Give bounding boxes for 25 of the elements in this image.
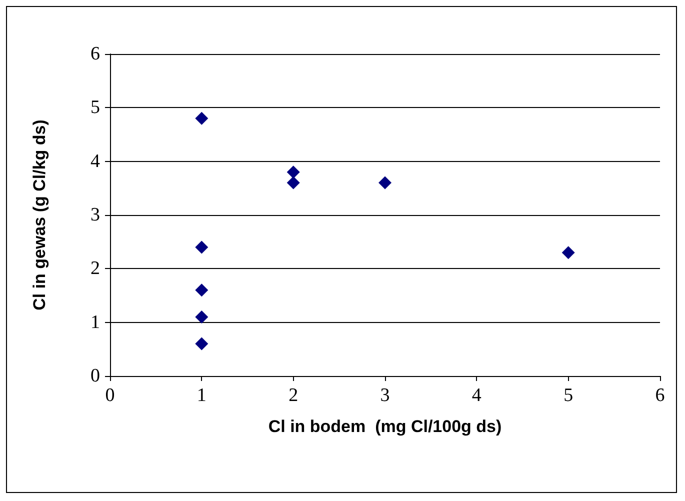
- point: [195, 310, 208, 324]
- point: [286, 176, 300, 190]
- x-tick-label: 5: [564, 385, 574, 406]
- y-axis-title: Cl in gewas (g Cl/kg ds): [30, 120, 49, 310]
- point: [378, 176, 392, 190]
- x-tick-label: 3: [380, 385, 390, 406]
- y-tick-label: 3: [90, 204, 100, 226]
- y-tick-label: 0: [90, 366, 100, 386]
- x-tick-label: 1: [196, 385, 206, 406]
- y-tick-label: 6: [90, 44, 100, 64]
- x-tick-label: 0: [105, 385, 115, 406]
- x-tick-label: 2: [288, 385, 298, 406]
- x-tick-label: 6: [655, 385, 665, 406]
- point: [286, 166, 300, 179]
- y-tick-label: 5: [90, 97, 100, 118]
- x-tick-label: 4: [472, 385, 482, 406]
- point: [195, 337, 208, 350]
- point: [195, 112, 208, 125]
- y-tick-label: 2: [90, 258, 100, 280]
- point: [562, 246, 575, 260]
- point: [195, 284, 208, 297]
- point: [195, 240, 208, 254]
- x-axis-title: Cl in bodem (mg Cl/100g ds): [268, 417, 502, 436]
- y-tick-label: 4: [90, 150, 100, 172]
- y-tick-label: 1: [90, 312, 100, 333]
